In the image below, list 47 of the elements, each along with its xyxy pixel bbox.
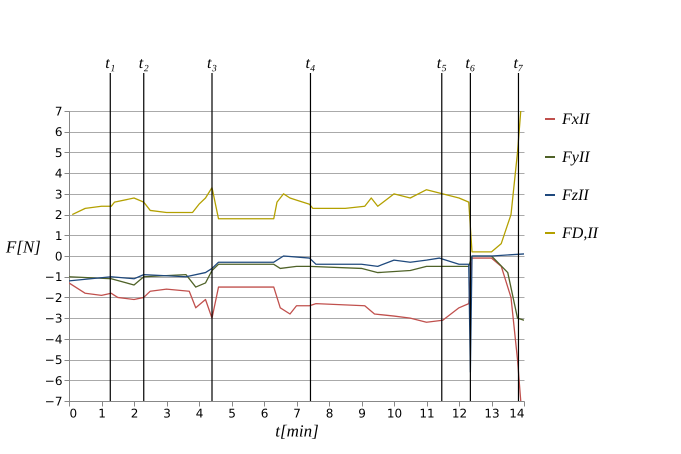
legend-label: FD,II (561, 225, 599, 242)
y-tick-label: −5 (44, 353, 62, 368)
ref-line-label: t₅ (436, 55, 447, 72)
y-tick-label: −1 (44, 270, 62, 284)
legend-label: FxII (561, 111, 590, 128)
ref-line-label: t₇ (513, 55, 524, 72)
x-axis-title: t[min] (275, 422, 319, 440)
x-tick-label: 3 (163, 406, 171, 420)
y-tick-label: 4 (54, 166, 62, 181)
x-tick-label: 1 (98, 406, 106, 420)
x-tick-label: 11 (419, 406, 435, 420)
y-axis-title: F[N] (4, 238, 41, 256)
y-tick-label: 3 (54, 187, 62, 202)
y-tick-label: −7 (44, 394, 62, 408)
x-tick-label: 6 (260, 406, 268, 420)
x-tick-label: 13 (484, 406, 500, 420)
ref-line-label: t₆ (465, 55, 476, 72)
y-tick-label: −2 (44, 290, 62, 305)
ref-line-label: t₃ (206, 55, 218, 72)
line-series (69, 253, 524, 373)
x-tick-label: 5 (228, 406, 236, 420)
x-tick-label: 14 (509, 406, 524, 420)
x-tick-label: 4 (196, 406, 204, 420)
x-tick-label: 8 (326, 406, 334, 420)
x-tick-label: 9 (358, 406, 366, 420)
y-tick-label: 5 (54, 146, 62, 160)
line-series (69, 257, 522, 401)
x-tick-label: 2 (130, 406, 138, 420)
y-tick-label: 1 (54, 228, 62, 243)
x-tick-label: 10 (386, 406, 402, 420)
y-tick-label: 6 (54, 125, 62, 140)
y-tick-label: −3 (44, 312, 62, 326)
ref-line-label: t₂ (138, 55, 150, 72)
y-tick-label: 0 (54, 250, 62, 264)
line-series (69, 255, 524, 321)
x-tick-label: 0 (70, 406, 78, 420)
line-series (72, 111, 522, 253)
legend-label: FyII (561, 149, 590, 166)
ref-line-label: t₁ (105, 55, 116, 72)
y-tick-label: −6 (44, 374, 62, 388)
y-tick-label: −4 (44, 332, 62, 346)
x-tick-label: 7 (293, 406, 301, 420)
ref-line-label: t₄ (305, 55, 316, 72)
y-tick-label: 7 (54, 104, 62, 118)
x-tick-label: 12 (452, 406, 468, 420)
y-tick-label: 2 (54, 208, 62, 222)
legend-label: FzII (561, 187, 590, 204)
